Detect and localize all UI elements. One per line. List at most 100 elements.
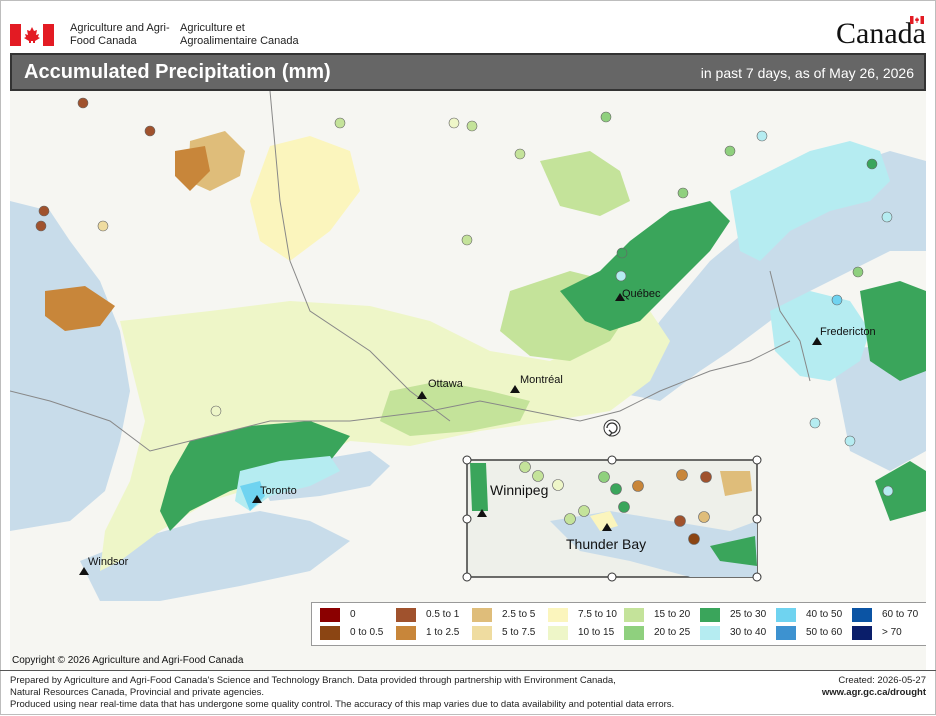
station-dot bbox=[514, 148, 526, 160]
legend-label: 50 to 60 bbox=[806, 627, 843, 638]
station-dot bbox=[618, 501, 630, 513]
footer: Prepared by Agriculture and Agri-Food Ca… bbox=[0, 670, 936, 716]
station-dot bbox=[519, 461, 531, 473]
inset-field-yellow bbox=[590, 511, 618, 531]
resize-handle-left[interactable] bbox=[462, 514, 472, 524]
field-15-20-ottawa bbox=[380, 381, 530, 436]
city-label-ottawa: Ottawa bbox=[428, 378, 464, 390]
city-label-windsor: Windsor bbox=[88, 556, 129, 568]
city-marker-toronto bbox=[252, 495, 262, 503]
station-dot bbox=[676, 469, 688, 481]
station-dot bbox=[688, 533, 700, 545]
city-marker-thunder-bay bbox=[602, 523, 612, 531]
canada-flag-icon bbox=[10, 24, 54, 46]
legend-label: 25 to 30 bbox=[730, 609, 767, 620]
resize-handle-top-right[interactable] bbox=[752, 455, 762, 465]
legend-label: 5 to 7.5 bbox=[502, 627, 536, 638]
inset-field-brown bbox=[720, 471, 752, 496]
field-1-2-5-west bbox=[45, 286, 115, 331]
legend-label: 1 to 2.5 bbox=[426, 627, 460, 638]
city-label-quebec: Québec bbox=[622, 288, 661, 300]
footer-line-2: Natural Resources Canada, Provincial and… bbox=[10, 687, 264, 698]
station-dot bbox=[616, 247, 628, 259]
station-dot bbox=[97, 220, 109, 232]
legend-swatch bbox=[396, 608, 416, 622]
station-dot bbox=[600, 111, 612, 123]
city-label-winnipeg: Winnipeg bbox=[490, 482, 548, 498]
station-markers bbox=[35, 97, 894, 497]
legend-swatch bbox=[700, 608, 720, 622]
rotate-handle-icon[interactable] bbox=[603, 419, 621, 437]
field-7-5-10-north bbox=[250, 136, 360, 261]
inset-field-green-east bbox=[710, 536, 757, 566]
legend-swatch bbox=[548, 626, 568, 640]
station-dot bbox=[852, 266, 864, 278]
st-lawrence-gulf bbox=[610, 151, 926, 401]
station-dot bbox=[866, 158, 878, 170]
legend-label: 0.5 to 1 bbox=[426, 609, 460, 620]
inset-station-markers bbox=[519, 461, 712, 545]
station-dot bbox=[532, 470, 544, 482]
city-label-thunder-bay: Thunder Bay bbox=[566, 536, 646, 552]
map-period: in past 7 days, as of May 26, 2026 bbox=[700, 65, 914, 81]
city-marker-montreal bbox=[510, 385, 520, 393]
station-dot bbox=[756, 130, 768, 142]
station-dot bbox=[144, 125, 156, 137]
resize-handle-bottom[interactable] bbox=[607, 572, 617, 582]
station-dot bbox=[448, 117, 460, 129]
city-marker-winnipeg bbox=[477, 509, 487, 517]
created-date: Created: 2026-05-27 bbox=[838, 675, 926, 686]
department-name-en: Agriculture and Agri-Food Canada bbox=[70, 22, 170, 47]
field-10-15 bbox=[100, 301, 670, 571]
resize-handle-right[interactable] bbox=[752, 514, 762, 524]
lake-erie bbox=[80, 511, 350, 601]
field-30-40-gaspe bbox=[730, 141, 890, 261]
station-dot bbox=[461, 234, 473, 246]
legend: 0 0 to 0.5 0.5 to 1 1 to 2.5 2.5 to 5 5 to 7.… bbox=[311, 602, 926, 646]
resize-handle-top[interactable] bbox=[607, 455, 617, 465]
legend-label: 30 to 40 bbox=[730, 627, 767, 638]
legend-swatch bbox=[472, 608, 492, 622]
legend-swatch bbox=[396, 626, 416, 640]
copyright: Copyright © 2026 Agriculture and Agri-Fo… bbox=[12, 655, 244, 666]
lake-huron bbox=[10, 201, 130, 531]
legend-label: 0 bbox=[350, 609, 356, 620]
inset-map[interactable]: Winnipeg Thunder Bay bbox=[462, 419, 762, 582]
precipitation-map[interactable]: Québec Fredericton Ottawa Montréal Toron… bbox=[10, 91, 926, 670]
city-marker-quebec bbox=[615, 293, 625, 301]
department-name-fr: Agriculture et Agroalimentaire Canada bbox=[180, 22, 299, 47]
legend-label: 2.5 to 5 bbox=[502, 609, 536, 620]
legend-swatch bbox=[624, 626, 644, 640]
field-40-50-toronto bbox=[240, 481, 265, 511]
ontario-quebec-border bbox=[269, 91, 451, 422]
drought-url-link[interactable]: www.agr.gc.ca/drought bbox=[821, 687, 926, 698]
station-dot bbox=[831, 294, 843, 306]
city-marker-ottawa bbox=[417, 391, 427, 399]
legend-swatch bbox=[852, 608, 872, 622]
legend-swatch bbox=[776, 626, 796, 640]
legend-swatch bbox=[548, 608, 568, 622]
legend-label: 0 to 0.5 bbox=[350, 627, 384, 638]
resize-handle-top-left[interactable] bbox=[462, 455, 472, 465]
legend-swatch bbox=[320, 626, 340, 640]
field-1-2-5-north bbox=[175, 146, 210, 191]
legend-swatch bbox=[776, 608, 796, 622]
resize-handle-bottom-right[interactable] bbox=[752, 572, 762, 582]
field-30-40-nb bbox=[770, 291, 870, 381]
resize-handle-bottom-left[interactable] bbox=[462, 572, 472, 582]
station-dot bbox=[210, 405, 222, 417]
station-dot bbox=[615, 270, 627, 282]
legend-swatch bbox=[320, 608, 340, 622]
station-dot bbox=[610, 483, 622, 495]
international-border bbox=[10, 340, 791, 452]
field-25-30-pei bbox=[875, 461, 926, 521]
map-canvas: Québec Fredericton Ottawa Montréal Toron… bbox=[10, 91, 926, 670]
legend-label: 15 to 20 bbox=[654, 609, 691, 620]
field-25-30-ns bbox=[860, 281, 926, 381]
station-dot bbox=[809, 417, 821, 429]
station-dot bbox=[844, 435, 856, 447]
station-dot bbox=[35, 220, 47, 232]
wordmark-flag-icon bbox=[910, 16, 924, 24]
station-dot bbox=[700, 471, 712, 483]
station-dot bbox=[38, 205, 50, 217]
